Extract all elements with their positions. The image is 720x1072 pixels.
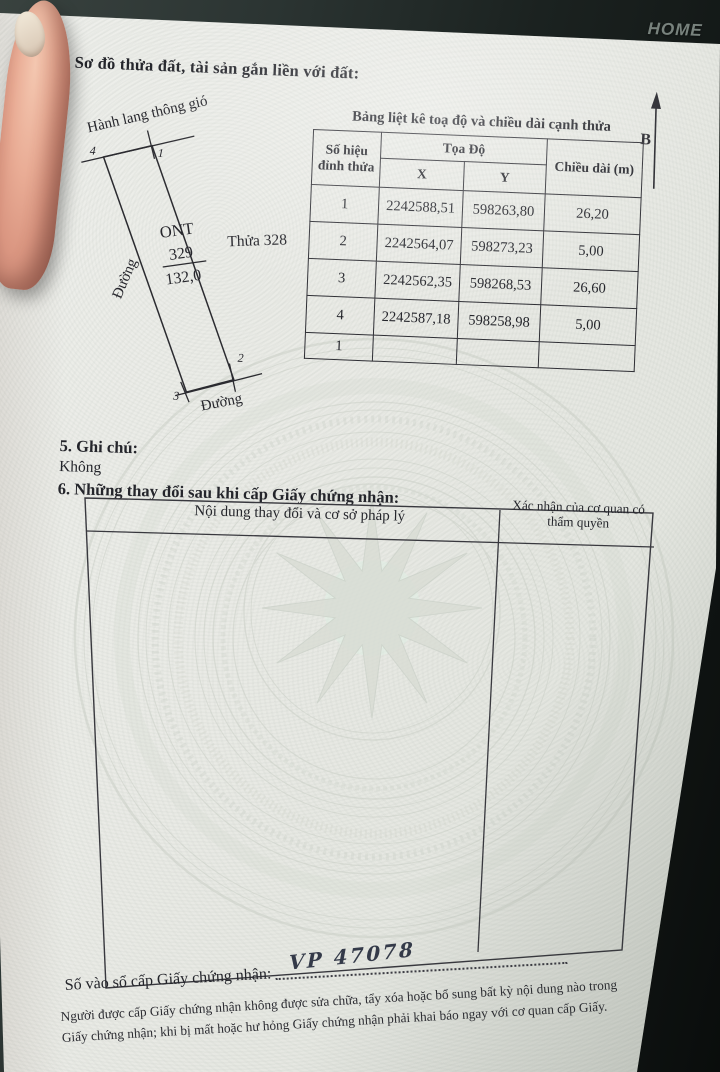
changes-table bbox=[84, 497, 655, 989]
section5-value: Không bbox=[58, 457, 102, 477]
plot-number: 329 bbox=[168, 244, 194, 264]
section4-title: 4. Sơ đồ thửa đất, tài sản gắn liền với … bbox=[57, 52, 360, 83]
cell-x: 2242564,07 bbox=[376, 224, 462, 265]
road-bottom-label: Đường bbox=[199, 391, 244, 415]
col-header-x: X bbox=[379, 158, 465, 191]
background-home-label: HOME bbox=[647, 19, 703, 40]
vertex-label-3: 3 bbox=[172, 389, 179, 403]
cell-x bbox=[372, 335, 458, 365]
vertex-label-1: 1 bbox=[157, 146, 163, 160]
col-header-vertex: Số hiệu đỉnh thửa bbox=[311, 129, 382, 188]
land-use-code: ONT bbox=[159, 218, 195, 242]
cell-vertex: 3 bbox=[306, 258, 377, 299]
cell-length: 26,60 bbox=[540, 267, 639, 309]
changes-col-confirm-header: Xác nhận của cơ quan có thẩm quyền bbox=[512, 497, 646, 531]
coordinate-table-block: Bảng liệt kê toạ độ và chiều dài cạnh th… bbox=[304, 107, 650, 372]
cell-vertex: 1 bbox=[304, 332, 374, 362]
plot-area: 132,0 bbox=[164, 267, 202, 289]
cell-length: 26,20 bbox=[543, 193, 642, 235]
fingernail bbox=[11, 9, 48, 60]
cell-y: 598268,53 bbox=[458, 264, 543, 305]
cell-length: 5,00 bbox=[542, 230, 640, 272]
neighbor-plot-label: Thửa 328 bbox=[227, 231, 287, 250]
corridor-label: Hành lang thông gió bbox=[86, 93, 209, 136]
cell-y: 598263,80 bbox=[461, 190, 546, 231]
cell-vertex: 4 bbox=[305, 295, 375, 336]
vertex-label-4: 4 bbox=[90, 144, 96, 158]
drum-star bbox=[261, 497, 483, 719]
cell-length: 5,00 bbox=[539, 304, 637, 346]
cell-vertex: 2 bbox=[308, 221, 378, 262]
cell-vertex: 1 bbox=[309, 184, 380, 225]
north-label: B bbox=[640, 131, 652, 149]
cell-x: 2242588,51 bbox=[377, 187, 464, 228]
road-left-label: Đường bbox=[110, 256, 141, 301]
cell-x: 2242562,35 bbox=[374, 261, 461, 302]
col-header-length: Chiều dài (m) bbox=[545, 138, 644, 198]
cell-y: 598273,23 bbox=[460, 227, 544, 268]
cell-y bbox=[456, 338, 540, 368]
cell-y: 598258,98 bbox=[457, 301, 541, 342]
section5-block: 5. Ghi chú: Không bbox=[59, 436, 139, 478]
col-header-y: Y bbox=[463, 161, 547, 194]
north-arrow-icon: B bbox=[640, 91, 661, 189]
land-plot-diagram: Hành lang thông gió 4 1 2 3 Đường ONT 32… bbox=[81, 93, 287, 415]
dong-son-drum-watermark bbox=[73, 337, 675, 939]
section5-title: 5. Ghi chú: bbox=[59, 436, 139, 458]
vertex-label-2: 2 bbox=[237, 351, 243, 365]
plot-boundary bbox=[102, 144, 235, 393]
cell-x: 2242587,18 bbox=[373, 298, 459, 339]
coordinate-table: Số hiệu đỉnh thửa Tọa Độ Chiều dài (m) X… bbox=[304, 129, 644, 372]
cell-length bbox=[538, 341, 636, 372]
